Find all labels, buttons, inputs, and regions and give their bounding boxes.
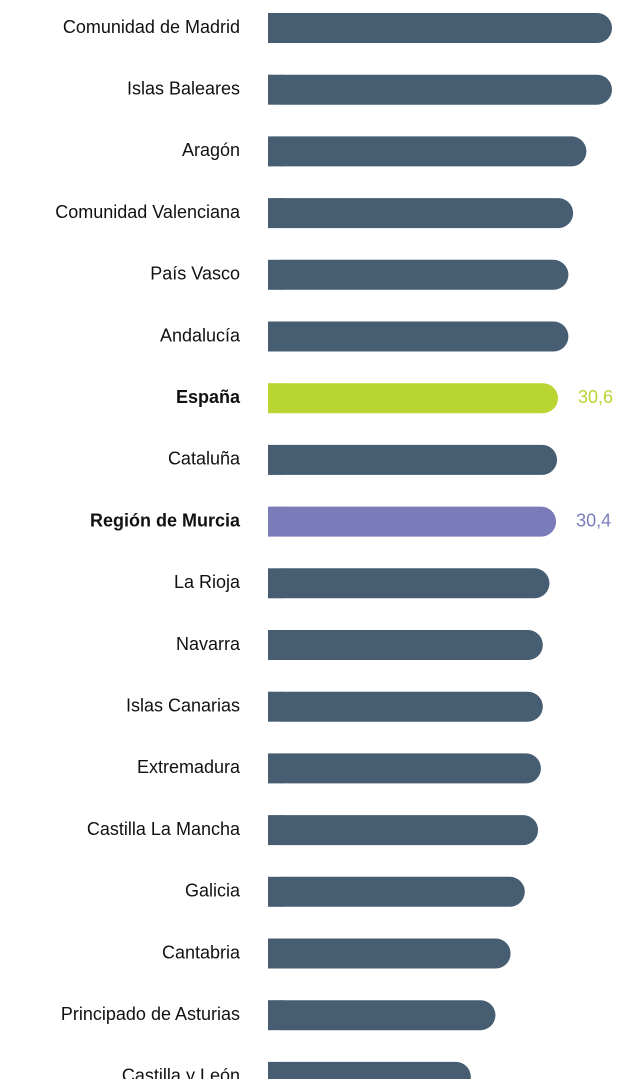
bar (268, 938, 511, 969)
bar (268, 568, 550, 599)
bar (268, 74, 612, 105)
bar (268, 630, 543, 660)
category-label: Andalucía (160, 325, 241, 345)
bar (268, 259, 569, 290)
category-label: Castilla La Mancha (87, 819, 241, 839)
bar-left-edge (268, 136, 283, 167)
bar (268, 815, 539, 846)
category-label: Islas Canarias (126, 695, 240, 715)
category-label: Castilla y León (122, 1066, 240, 1079)
value-label: 30,6 (578, 387, 613, 407)
category-label: Navarra (176, 634, 241, 654)
category-label: Islas Baleares (127, 78, 240, 98)
bar (268, 1061, 471, 1079)
bar-left-edge (268, 444, 283, 475)
category-label: Galicia (185, 881, 241, 901)
category-label: Región de Murcia (90, 510, 241, 530)
category-label: La Rioja (174, 572, 241, 592)
bar-left-edge (268, 1000, 283, 1031)
bar-left-edge (268, 630, 283, 660)
bar (268, 136, 587, 167)
bar-left-edge (268, 876, 283, 907)
category-label: País Vasco (150, 264, 240, 284)
bar-left-edge (268, 13, 283, 43)
bar (268, 198, 574, 229)
bar (268, 691, 543, 722)
bar-left-edge (268, 568, 283, 599)
category-label: Cataluña (168, 449, 241, 469)
category-label: Comunidad de Madrid (63, 17, 240, 37)
category-label: Comunidad Valenciana (55, 202, 241, 222)
bar (268, 1000, 496, 1031)
bar-left-edge (268, 383, 283, 414)
bar-left-edge (268, 691, 283, 722)
bar (268, 13, 612, 43)
bar-left-edge (268, 1061, 283, 1079)
bar (268, 321, 569, 352)
category-label: Extremadura (137, 757, 241, 777)
bar (268, 876, 525, 907)
category-label: España (176, 387, 241, 407)
bar (268, 444, 558, 475)
bar-left-edge (268, 259, 283, 290)
bar-left-edge (268, 815, 283, 846)
bar-left-edge (268, 198, 283, 229)
bar-left-edge (268, 506, 283, 537)
category-label: Aragón (182, 140, 240, 160)
bar-left-edge (268, 753, 283, 784)
bar (268, 506, 557, 537)
category-label: Principado de Asturias (61, 1004, 240, 1024)
bar-left-edge (268, 938, 283, 969)
bar-left-edge (268, 74, 283, 105)
category-label: Cantabria (162, 942, 241, 962)
bar (268, 753, 541, 784)
bar-left-edge (268, 321, 283, 352)
bar (268, 383, 558, 414)
value-label: 30,4 (576, 510, 611, 530)
